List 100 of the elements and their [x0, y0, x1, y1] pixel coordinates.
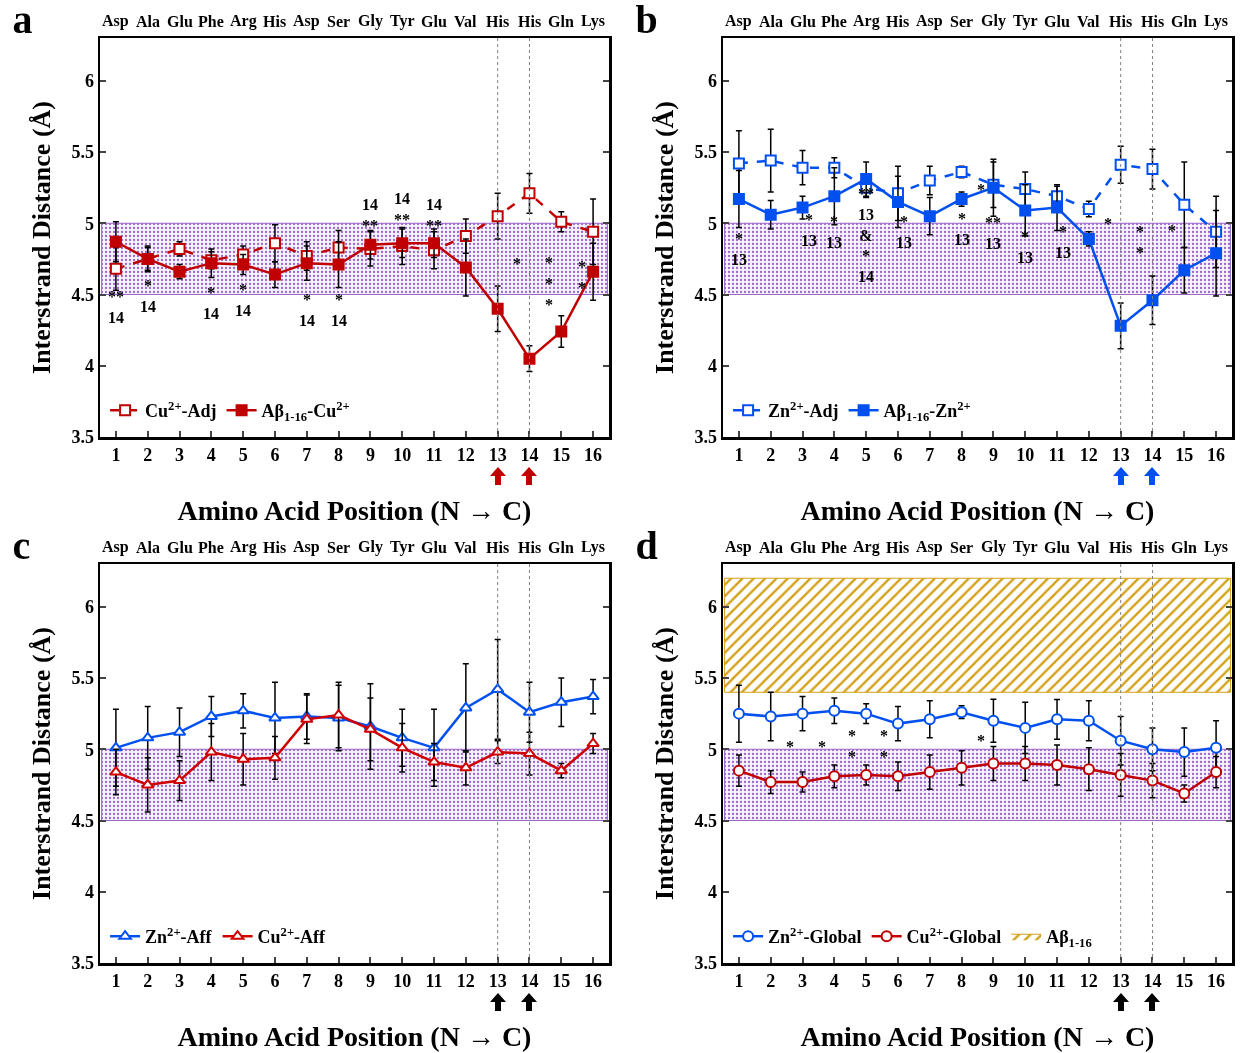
text: Glu [167, 539, 193, 556]
x-tick-label: 8 [957, 445, 967, 466]
x-axis-title: Amino Acid Position (N → C) [177, 1021, 532, 1052]
text: His [518, 13, 542, 30]
x-tick-label: 13 [1111, 971, 1130, 992]
x-tick-label: 10 [393, 971, 412, 992]
x-tick-label: 12 [1079, 971, 1098, 992]
annotation: * 13 [954, 210, 970, 248]
y-tick-label: 6 [707, 71, 717, 92]
text: His [886, 13, 910, 30]
text: Lys [581, 12, 606, 30]
x-tick-label: 13 [488, 445, 507, 466]
text: Asp [725, 538, 752, 556]
legend-label: Zn$^{2+}$-Adj [768, 398, 839, 422]
annotation: * 14 [203, 284, 219, 322]
text: Phe [821, 539, 847, 556]
text: Tyr [1013, 12, 1038, 30]
y-tick-label: 6 [707, 597, 717, 618]
text: Ala [759, 539, 783, 556]
x-tick-label: 5 [861, 445, 871, 466]
y-tick-label: 4.5 [71, 810, 94, 831]
text: Gly [358, 12, 383, 30]
text: Ser [950, 13, 974, 30]
text: His [886, 539, 910, 556]
x-tick-label: 15 [552, 971, 571, 992]
x-tick-label: 4 [829, 445, 839, 466]
x-tick-label: 1 [111, 971, 121, 992]
x-tick-label: 3 [175, 445, 185, 466]
x-tick-label: 16 [584, 445, 603, 466]
x-tick-label: 2 [766, 971, 776, 992]
x-tick-label: 5 [861, 971, 871, 992]
legend-label: Zn$^{2+}$-Global [768, 924, 862, 948]
annotation: * * * [545, 254, 553, 313]
annotation: 14 ** [362, 196, 378, 234]
x-tick-label: 6 [270, 445, 280, 466]
y-tick-label: 3.5 [694, 427, 717, 448]
annotation: * [1104, 215, 1112, 232]
x-tick-label: 3 [175, 971, 185, 992]
x-tick-label: 15 [1175, 445, 1194, 466]
x-tick-label: 8 [334, 971, 344, 992]
text: Arg [230, 12, 257, 30]
text: Asp [916, 12, 943, 30]
legend-label: Zn$^{2+}$-Aff [145, 924, 213, 948]
x-tick-label: 11 [1048, 971, 1066, 992]
x-tick-label: 9 [365, 971, 375, 992]
text: Gly [981, 538, 1006, 556]
legend-label: Cu$^{2+}$-Aff [257, 924, 327, 948]
annotation: * 13 [1055, 223, 1071, 261]
annotation: * * [578, 258, 586, 296]
y-axis-title: Interstrand Distance (Å) [26, 627, 56, 900]
text: Ser [327, 13, 351, 30]
text: His [263, 539, 287, 556]
annotation: * [1168, 222, 1176, 239]
annotation: * 13 [1017, 228, 1033, 266]
x-tick-label: 14 [520, 971, 539, 992]
annotation: * [818, 738, 826, 755]
x-tick-label: 7 [925, 445, 935, 466]
text: Ser [327, 539, 351, 556]
x-tick-label: 9 [988, 971, 998, 992]
y-tick-label: 5 [707, 739, 717, 760]
text: Glu [1044, 13, 1070, 30]
x-tick-label: 14 [520, 445, 539, 466]
y-tick-label: 5 [84, 213, 94, 234]
x-tick-label: 16 [1207, 971, 1226, 992]
x-tick-label: 10 [1016, 445, 1035, 466]
text: His [1109, 13, 1133, 30]
chart-title: b [635, 0, 658, 43]
text: Asp [725, 12, 752, 30]
x-axis-title: Amino Acid Position (N → C) [800, 495, 1155, 526]
text: Val [1077, 539, 1101, 556]
chart-title: c [12, 523, 31, 569]
legend-label: Aβ$_{1-16}$-Zn$^{2+}$ [883, 398, 971, 425]
y-tick-label: 5.5 [694, 668, 717, 689]
x-tick-label: 9 [988, 445, 998, 466]
annotation: * 13 [731, 230, 747, 268]
x-tick-label: 11 [1048, 445, 1066, 466]
x-tick-label: 11 [425, 445, 443, 466]
x-tick-label: 1 [734, 971, 744, 992]
text: Glu [790, 13, 816, 30]
x-tick-label: 8 [957, 971, 967, 992]
text: Lys [581, 538, 606, 556]
annotation: * [977, 181, 985, 198]
legend-label: Cu$^{2+}$-Adj [145, 398, 217, 422]
y-tick-label: 4 [84, 356, 94, 377]
text: Ala [136, 539, 160, 556]
annotation: * * [1136, 223, 1144, 261]
x-tick-label: 7 [925, 971, 935, 992]
annotation: * 14 [235, 281, 251, 319]
text: Arg [230, 538, 257, 556]
text: Tyr [390, 12, 415, 30]
annotation: * * [880, 727, 888, 765]
x-tick-label: 7 [302, 445, 312, 466]
text: Glu [790, 539, 816, 556]
x-tick-label: 4 [206, 445, 216, 466]
text: His [486, 13, 510, 30]
text: Asp [102, 12, 129, 30]
text: Gln [1171, 539, 1197, 556]
x-tick-label: 2 [766, 445, 776, 466]
y-tick-label: 4 [707, 356, 717, 377]
x-tick-label: 11 [425, 971, 443, 992]
